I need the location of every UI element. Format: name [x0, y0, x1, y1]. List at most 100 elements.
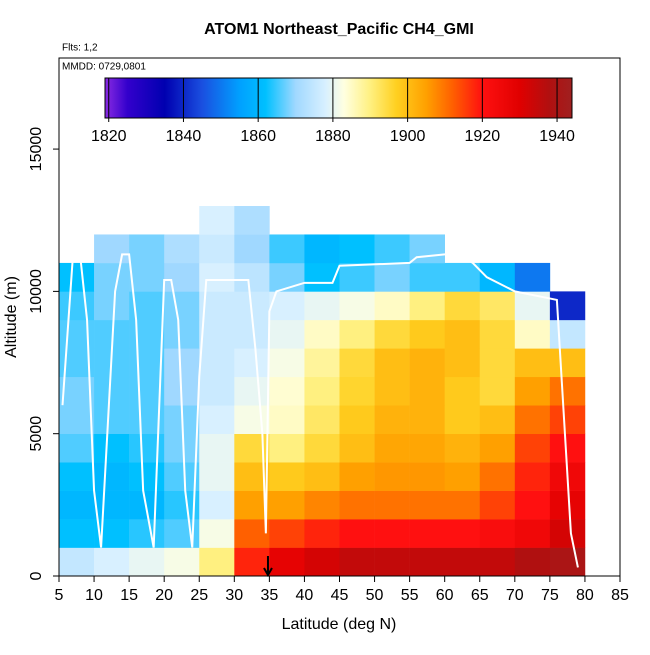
heat-cell — [444, 262, 481, 292]
x-tick-label: 55 — [401, 587, 419, 604]
heat-cell — [444, 348, 481, 378]
heat-cell — [444, 490, 481, 520]
heat-cell — [199, 206, 235, 235]
heat-cell — [234, 433, 270, 463]
heat-cell — [409, 376, 445, 406]
heat-cell — [339, 348, 375, 378]
heat-cell — [269, 405, 305, 434]
heat-cell — [164, 462, 200, 491]
heat-cell — [339, 433, 375, 463]
heat-cell — [269, 433, 305, 463]
x-tick-label: 30 — [225, 587, 243, 604]
heat-cell — [514, 547, 551, 577]
colorbar-tick-label: 1880 — [315, 128, 351, 145]
heat-cell — [129, 234, 165, 264]
heat-cell — [549, 291, 586, 321]
flight-track — [61, 253, 579, 568]
heat-cell — [199, 319, 235, 349]
heat-cell — [374, 462, 410, 491]
heat-cell — [409, 405, 445, 434]
heat-cell — [409, 547, 445, 577]
arrow — [263, 556, 273, 578]
heat-cell — [339, 319, 375, 349]
subtitle: Flts: 1,2 — [62, 43, 98, 54]
heat-cell — [444, 547, 481, 577]
heat-cell — [479, 519, 516, 548]
heat-cell — [234, 519, 270, 548]
heat-cell — [409, 462, 445, 491]
heat-cell — [444, 519, 481, 548]
heat-cell — [479, 319, 516, 349]
x-tick-label: 20 — [155, 587, 173, 604]
y-tick-label: 15000 — [28, 127, 45, 172]
heat-cell — [479, 348, 516, 378]
heat-cell — [479, 462, 516, 491]
colorbar-tick-label: 1900 — [390, 128, 426, 145]
heat-cell — [164, 262, 200, 292]
heat-cell — [479, 433, 516, 463]
heat-cell — [304, 348, 340, 378]
heat-cell — [59, 262, 95, 292]
heat-cell — [234, 234, 270, 264]
y-tick-label: 10000 — [28, 269, 45, 314]
heat-cell — [514, 433, 551, 463]
heat-cell — [164, 519, 200, 548]
heat-cell — [59, 319, 95, 349]
heat-cell — [304, 490, 340, 520]
heat-cell — [269, 462, 305, 491]
heat-cell — [444, 433, 481, 463]
x-tick-label: 65 — [471, 587, 489, 604]
heat-cell — [444, 462, 481, 491]
colorbar-tick-label: 1920 — [465, 128, 501, 145]
heat-cell — [549, 519, 586, 548]
heat-cell — [339, 462, 375, 491]
heat-cell — [549, 490, 586, 520]
heat-cell — [304, 376, 340, 406]
heat-cell — [199, 405, 235, 434]
heat-cell — [409, 519, 445, 548]
heat-cell — [444, 319, 481, 349]
heat-cell — [234, 376, 270, 406]
heat-cell — [514, 348, 551, 378]
heat-cell — [129, 433, 165, 463]
heat-cell — [129, 319, 165, 349]
x-tick-label: 60 — [436, 587, 454, 604]
heat-cell — [199, 376, 235, 406]
x-tick-label: 15 — [120, 587, 138, 604]
heat-cell — [164, 433, 200, 463]
heat-cell — [234, 348, 270, 378]
heat-cell — [199, 234, 235, 264]
heat-cell — [164, 234, 200, 264]
heat-cell — [409, 348, 445, 378]
heat-cell — [129, 547, 165, 577]
heat-cell — [94, 547, 130, 577]
x-tick-label: 85 — [611, 587, 629, 604]
heat-cell — [269, 234, 305, 264]
heat-cell — [374, 376, 410, 406]
x-axis-label: Latitude (deg N) — [282, 616, 397, 633]
x-tick-label: 70 — [506, 587, 524, 604]
heat-cell — [234, 206, 270, 235]
x-tick-label: 40 — [296, 587, 314, 604]
heat-cell — [409, 291, 445, 321]
heat-cell — [514, 291, 551, 321]
heat-cell — [339, 376, 375, 406]
heat-cell — [374, 547, 410, 577]
heat-cell — [304, 519, 340, 548]
heat-cell — [374, 291, 410, 321]
heat-cell — [234, 405, 270, 434]
x-tick-label: 45 — [331, 587, 349, 604]
heat-cell — [479, 547, 516, 577]
heat-cell — [94, 376, 130, 406]
heat-cell — [304, 291, 340, 321]
heat-cell — [129, 262, 165, 292]
x-tick-label: 10 — [85, 587, 103, 604]
heat-cell — [339, 490, 375, 520]
heat-cell — [444, 376, 481, 406]
heat-cell — [549, 319, 586, 349]
x-tick-label: 50 — [366, 587, 384, 604]
heat-cell — [514, 319, 551, 349]
heat-cell — [479, 262, 516, 292]
heat-cell — [129, 462, 165, 491]
